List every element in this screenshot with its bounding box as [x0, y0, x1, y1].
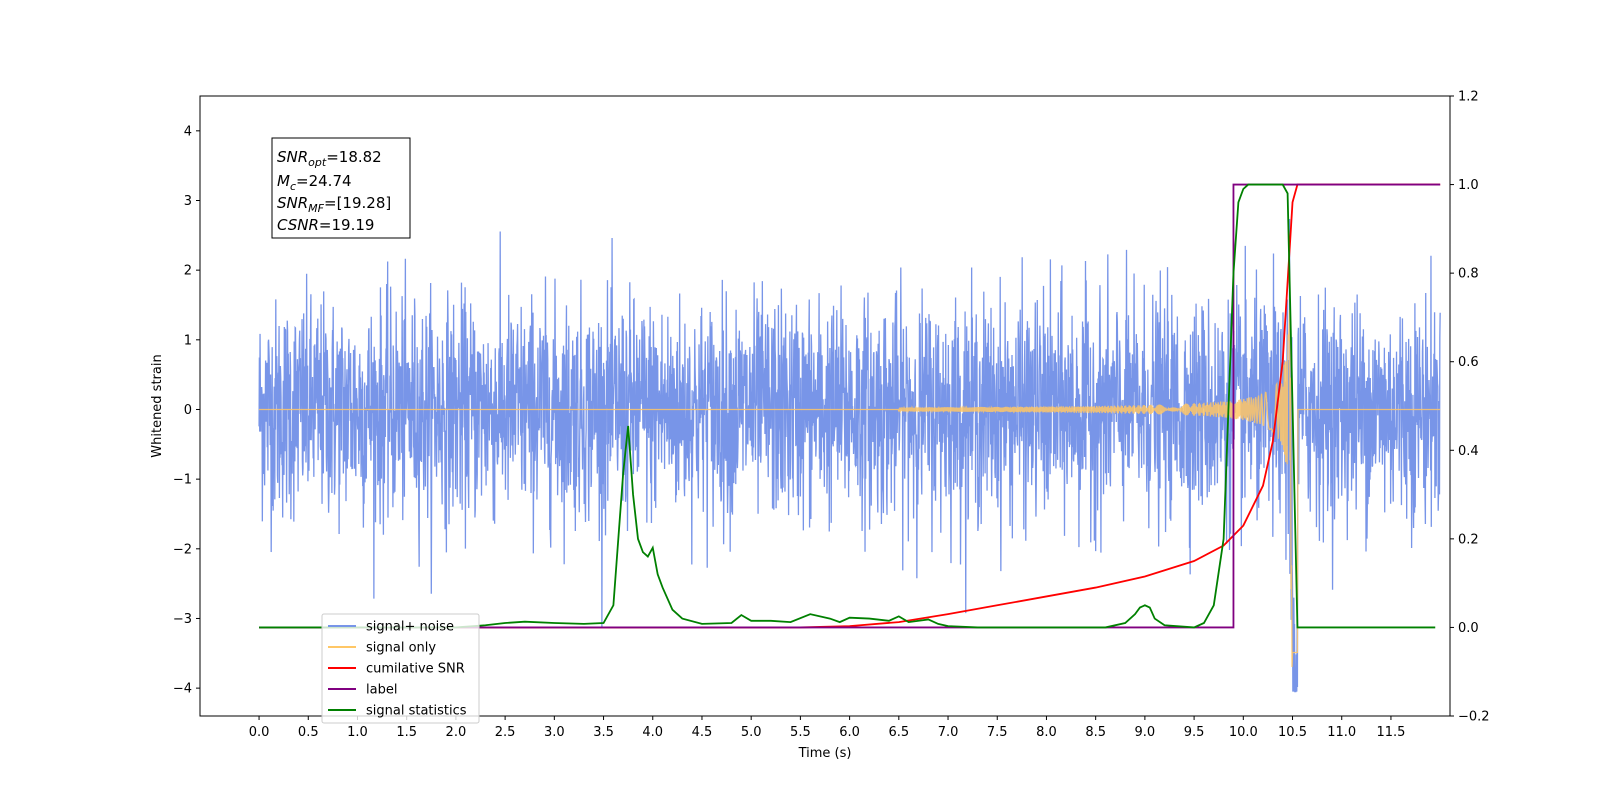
x-tick-label: 9.5 [1184, 725, 1205, 740]
series-label [259, 183, 1441, 629]
x-tick-label: 3.5 [593, 725, 614, 740]
y-tick-label-right: 0.4 [1458, 444, 1479, 459]
y-tick-label-left: 2 [184, 264, 192, 279]
y-tick-label-left: 4 [184, 124, 192, 139]
x-tick-label: 11.5 [1376, 725, 1405, 740]
y-tick-label-left: 1 [184, 333, 192, 348]
y-tick-label-left: −2 [173, 542, 192, 557]
x-tick-label: 10.5 [1278, 725, 1307, 740]
x-tick-label: 2.5 [495, 725, 516, 740]
x-axis-label: Time (s) [798, 746, 852, 761]
y-tick-label-right: 0.0 [1458, 621, 1479, 636]
stats-box-frame [271, 137, 411, 239]
x-tick-label: 8.5 [1085, 725, 1106, 740]
series-signal-noise [258, 218, 1441, 693]
y-tick-label-left: −3 [173, 612, 192, 627]
plot-area [258, 183, 1441, 693]
x-tick-label: 9.0 [1135, 725, 1156, 740]
x-tick-label: 0.5 [298, 725, 319, 740]
y-ticks-left: −4 −3 −2 −1 0 1 2 3 4 [173, 124, 200, 697]
x-tick-label: 7.5 [987, 725, 1008, 740]
y-tick-label-right: 0.2 [1458, 532, 1479, 547]
legend: signal+ noise signal only cumilative SNR la… [321, 613, 480, 724]
x-tick-label: 1.5 [396, 725, 417, 740]
y-tick-label-left: 0 [184, 403, 192, 418]
stats-csnr: CSNR=19.19 [277, 216, 374, 234]
x-tick-label: 7.0 [938, 725, 959, 740]
y-ticks-right: −0.2 0.0 0.2 0.4 0.6 0.8 1.0 1.2 [1450, 90, 1490, 725]
series-cumilative-snr [259, 183, 1441, 629]
x-ticks: 0.0 0.5 1.0 1.5 2.0 2.5 3.0 3.5 4.0 4.5 5.0 5.5 6.0 6… [249, 716, 1405, 740]
x-tick-label: 4.0 [642, 725, 663, 740]
x-tick-label: 2.0 [446, 725, 467, 740]
x-tick-label: 0.0 [249, 725, 270, 740]
x-tick-label: 5.5 [790, 725, 811, 740]
x-tick-label: 8.0 [1036, 725, 1057, 740]
y-tick-label-left: 3 [184, 194, 192, 209]
x-tick-label: 6.0 [839, 725, 860, 740]
series-signal-statistics [259, 183, 1436, 629]
y-tick-label-left: −1 [173, 473, 192, 488]
stats-mc: Mc=24.74 [277, 172, 352, 193]
legend-entry: label [366, 683, 397, 698]
y-tick-label-right: 0.6 [1458, 355, 1479, 370]
legend-entry: signal only [366, 641, 436, 656]
y-tick-label-right: 0.8 [1458, 267, 1479, 282]
axes-frame [199, 95, 1451, 717]
y-tick-label-right: 1.0 [1458, 178, 1479, 193]
legend-frame [321, 613, 480, 724]
x-tick-label: 6.5 [888, 725, 909, 740]
legend-entry: signal+ noise [366, 620, 454, 635]
x-tick-label: 5.0 [741, 725, 762, 740]
x-tick-label: 4.5 [692, 725, 713, 740]
x-tick-label: 1.0 [347, 725, 368, 740]
stats-box: SNRopt=18.82 Mc=24.74 SNRMF=[19.28] CSNR… [271, 137, 411, 239]
y-axis-label-left: Whitened strain [150, 354, 165, 457]
y-tick-label-right: 1.2 [1458, 90, 1479, 105]
x-tick-label: 3.0 [544, 725, 565, 740]
x-tick-label: 10.0 [1229, 725, 1258, 740]
x-tick-label: 11.0 [1327, 725, 1356, 740]
y-tick-label-right: −0.2 [1458, 710, 1490, 725]
stats-snr-mf: SNRMF=[19.28] [277, 194, 391, 215]
y-tick-label-left: −4 [173, 682, 192, 697]
stats-snr-opt: SNRopt=18.82 [277, 148, 382, 169]
legend-entry: signal statistics [366, 704, 467, 719]
series-signal-only [259, 309, 1441, 668]
legend-entry: cumilative SNR [366, 662, 465, 677]
